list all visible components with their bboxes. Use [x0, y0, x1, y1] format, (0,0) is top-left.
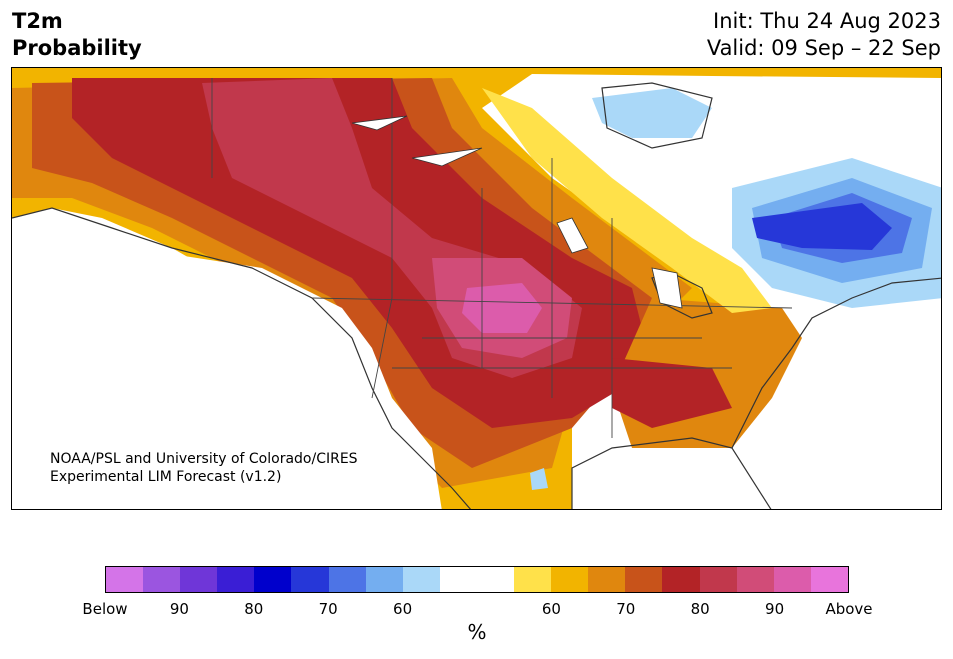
yellow-ribbon — [482, 88, 772, 313]
colorbar-swatch — [773, 567, 811, 592]
colorbar — [105, 566, 849, 593]
colorbar-swatch — [625, 567, 663, 592]
init-date: Init: Thu 24 Aug 2023 — [713, 9, 941, 33]
title-variable: T2m — [12, 9, 63, 33]
probability-map — [12, 68, 941, 509]
colorbar-tick-label: 60 — [541, 600, 561, 618]
colorbar-swatch — [328, 567, 366, 592]
gulf-white — [572, 448, 771, 509]
valid-range: Valid: 09 Sep – 22 Sep — [706, 36, 941, 60]
colorbar-swatch — [254, 567, 292, 592]
colorbar-swatch — [143, 567, 181, 592]
colorbar-swatch — [736, 567, 774, 592]
map-panel: NOAA/PSL and University of Colorado/CIRE… — [11, 67, 942, 510]
southeast-red — [612, 358, 732, 428]
probability-shading — [12, 68, 941, 509]
colorbar-swatch — [402, 567, 440, 592]
colorbar-swatch — [217, 567, 255, 592]
baja-blue — [530, 468, 548, 490]
colorbar-swatch — [365, 567, 403, 592]
coastlines — [12, 82, 941, 509]
title-quantity: Probability — [12, 36, 142, 60]
colorbar-tick-label: 90 — [169, 600, 189, 618]
lakes — [351, 115, 683, 309]
colorbar-swatch — [588, 567, 626, 592]
colorbar-tick-label: 70 — [318, 600, 338, 618]
colorbar-swatch — [810, 567, 848, 592]
colorbar-tick-label: 80 — [690, 600, 710, 618]
colorbar-swatch — [291, 567, 329, 592]
colorbar-swatch — [662, 567, 700, 592]
pacific-white — [12, 208, 442, 509]
forecast-dates: Init: Thu 24 Aug 2023 Valid: 09 Sep – 22… — [707, 8, 941, 62]
credit-note: NOAA/PSL and University of Colorado/CIRE… — [50, 450, 358, 486]
colorbar-swatch — [551, 567, 589, 592]
state-borders — [211, 78, 793, 438]
hudson-blue — [592, 88, 712, 138]
colorbar-swatch — [699, 567, 737, 592]
credit-line-1: NOAA/PSL and University of Colorado/CIRE… — [50, 451, 358, 467]
chart-title: T2m Probability — [12, 8, 142, 62]
credit-line-2: Experimental LIM Forecast (v1.2) — [50, 469, 282, 485]
colorbar-swatch — [439, 567, 477, 592]
colorbar-swatch — [180, 567, 218, 592]
colorbar-tick-label: 90 — [765, 600, 785, 618]
colorbar-swatch — [476, 567, 515, 592]
colorbar-swatch — [514, 567, 552, 592]
colorbar-unit: % — [467, 620, 487, 644]
colorbar-tick-label: 70 — [616, 600, 636, 618]
colorbar-tick-label: 80 — [244, 600, 264, 618]
deep-blue-zone — [752, 203, 892, 250]
colorbar-tick-label: Above — [825, 600, 873, 618]
colorbar-tick-label: Below — [82, 600, 128, 618]
colorbar-swatch — [106, 567, 144, 592]
colorbar-tick-label: 60 — [393, 600, 413, 618]
